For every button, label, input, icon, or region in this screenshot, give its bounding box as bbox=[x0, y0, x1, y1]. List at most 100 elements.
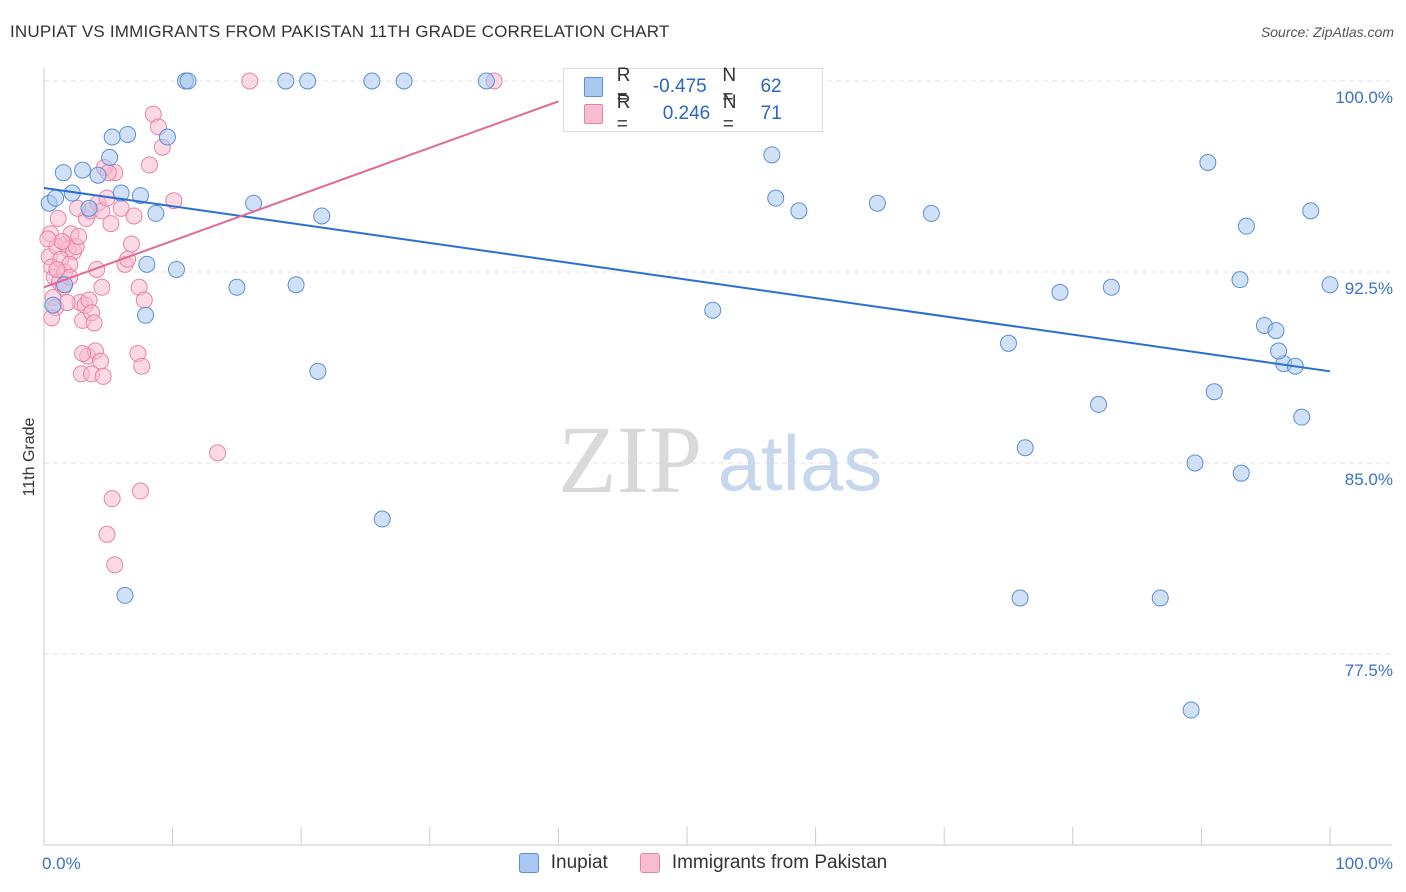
legend-item-pakistan[interactable]: Immigrants from Pakistan bbox=[639, 852, 888, 874]
inupiat-point bbox=[1270, 342, 1288, 360]
watermark-atlas: atlas bbox=[718, 419, 883, 507]
inupiat-point bbox=[299, 72, 317, 90]
inupiat-point bbox=[704, 301, 722, 319]
legend-n-value: 62 bbox=[760, 76, 782, 97]
inupiat-point bbox=[1000, 334, 1017, 352]
pakistan-point bbox=[125, 207, 143, 225]
legend-swatch-inupiat bbox=[584, 77, 603, 97]
pakistan-point bbox=[135, 291, 153, 309]
inupiat-point bbox=[1267, 322, 1285, 340]
x-tick-label: 100.0% bbox=[1335, 854, 1393, 873]
inupiat-point bbox=[1293, 408, 1311, 426]
legend-swatch-pakistan bbox=[639, 853, 660, 873]
inupiat-point bbox=[112, 184, 130, 202]
pakistan-point bbox=[241, 72, 259, 90]
inupiat-point bbox=[137, 306, 155, 324]
pakistan-point bbox=[88, 260, 106, 278]
inupiat-point bbox=[1186, 454, 1204, 472]
correlation-legend: R = -0.475 N = 62 R = 0.246 N = 71 bbox=[563, 65, 823, 135]
watermark-zip: ZIP bbox=[558, 406, 702, 513]
pakistan-point bbox=[209, 444, 227, 462]
inupiat-point bbox=[363, 72, 381, 90]
legend-swatch-inupiat bbox=[518, 853, 539, 873]
watermark: ZIP atlas bbox=[558, 406, 882, 513]
inupiat-point bbox=[1051, 283, 1069, 301]
legend-label-pakistan: Immigrants from Pakistan bbox=[671, 852, 888, 873]
inupiat-point bbox=[158, 128, 176, 146]
legend-row-inupiat: R = -0.475 N = 62 bbox=[584, 65, 822, 108]
pakistan-point bbox=[58, 294, 76, 312]
legend-item-inupiat[interactable]: Inupiat bbox=[518, 852, 608, 874]
series-inupiat-points bbox=[40, 72, 1339, 719]
inupiat-point bbox=[868, 194, 886, 212]
inupiat-point bbox=[116, 586, 134, 604]
inupiat-point bbox=[89, 166, 107, 184]
inupiat-point bbox=[309, 362, 327, 380]
legend-r-value: -0.475 bbox=[652, 76, 707, 97]
inupiat-point bbox=[80, 199, 98, 217]
legend-r-label: R = bbox=[616, 65, 631, 108]
pakistan-point bbox=[165, 192, 183, 210]
inupiat-point bbox=[1182, 701, 1200, 719]
inupiat-point bbox=[179, 72, 197, 90]
pakistan-point bbox=[94, 367, 112, 385]
trend-lines bbox=[43, 100, 1331, 373]
inupiat-point bbox=[1199, 153, 1217, 171]
pakistan-trend-line bbox=[43, 100, 559, 289]
inupiat-point bbox=[167, 260, 185, 278]
chart-title: INUPIAT VS IMMIGRANTS FROM PAKISTAN 11TH… bbox=[10, 22, 670, 41]
legend-r-value: 0.246 bbox=[662, 103, 711, 124]
inupiat-point bbox=[131, 187, 149, 205]
inupiat-point bbox=[277, 72, 295, 90]
inupiat-point bbox=[1151, 589, 1169, 607]
pakistan-point bbox=[102, 215, 120, 233]
inupiat-trend-line bbox=[43, 186, 1331, 373]
pakistan-point bbox=[49, 210, 67, 228]
y-tick-label: 85.0% bbox=[1345, 470, 1393, 489]
y-tick-label: 92.5% bbox=[1345, 279, 1393, 298]
pakistan-point bbox=[93, 278, 111, 296]
inupiat-point bbox=[74, 161, 92, 179]
pakistan-point bbox=[85, 314, 103, 332]
pakistan-point bbox=[133, 357, 151, 375]
inupiat-point bbox=[1237, 217, 1255, 235]
inupiat-point bbox=[373, 510, 391, 528]
inupiat-point bbox=[1302, 202, 1320, 220]
inupiat-point bbox=[1016, 439, 1034, 457]
inupiat-point bbox=[47, 189, 65, 207]
inupiat-point bbox=[763, 146, 781, 164]
inupiat-point bbox=[1011, 589, 1029, 607]
legend-swatch-pakistan bbox=[584, 104, 603, 124]
legend-r-label: R = bbox=[616, 92, 631, 135]
y-tick-labels: 100.0% 92.5% 85.0% 77.5% bbox=[1335, 88, 1393, 680]
pakistan-point bbox=[48, 260, 66, 278]
inupiat-point bbox=[287, 276, 305, 294]
series-legend: Inupiat Immigrants from Pakistan bbox=[0, 852, 1406, 874]
pakistan-point bbox=[103, 490, 121, 508]
inupiat-point bbox=[228, 278, 246, 296]
inupiat-point bbox=[1205, 383, 1223, 401]
pakistan-point bbox=[131, 482, 149, 500]
inupiat-point bbox=[477, 72, 495, 90]
legend-row-pakistan: R = 0.246 N = 71 bbox=[584, 92, 822, 135]
legend-n-label: N = bbox=[722, 92, 737, 135]
inupiat-point bbox=[1321, 276, 1339, 294]
legend-n-value: 71 bbox=[760, 103, 782, 124]
inupiat-point bbox=[44, 296, 62, 314]
pakistan-point bbox=[70, 227, 88, 245]
y-axis-label: 11th Grade bbox=[21, 417, 38, 496]
pakistan-point bbox=[106, 556, 124, 574]
inupiat-point bbox=[922, 204, 940, 222]
legend-n-label: N = bbox=[722, 65, 737, 108]
gridlines bbox=[44, 80, 1392, 655]
inupiat-point bbox=[1231, 271, 1249, 289]
inupiat-point bbox=[138, 255, 156, 273]
series-pakistan-points bbox=[39, 72, 503, 574]
y-tick-label: 100.0% bbox=[1335, 88, 1393, 107]
inupiat-point bbox=[313, 207, 331, 225]
inupiat-point bbox=[1102, 278, 1120, 296]
y-tick-label: 77.5% bbox=[1345, 661, 1393, 680]
source-label: Source: ZipAtlas.com bbox=[1260, 24, 1394, 40]
inupiat-point bbox=[119, 125, 137, 143]
inupiat-point bbox=[54, 164, 72, 182]
